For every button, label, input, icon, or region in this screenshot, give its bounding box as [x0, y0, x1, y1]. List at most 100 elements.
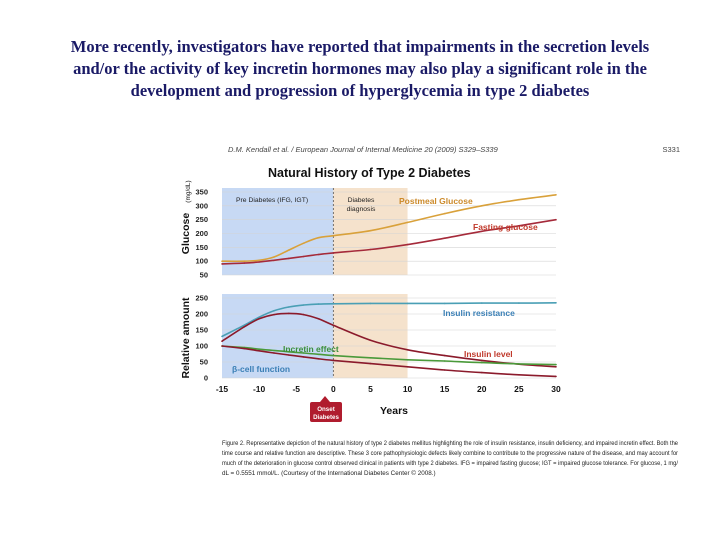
data-point [258, 350, 260, 352]
data-point [317, 353, 320, 356]
headline-line-2: and/or the activity of key incretin horm… [73, 59, 647, 78]
data-point [406, 366, 409, 368]
series-label: Insulin level [464, 349, 513, 359]
band-label-diabetes: Diabetes [348, 197, 375, 204]
data-point [243, 326, 246, 328]
data-point [555, 218, 557, 221]
data-point [555, 194, 557, 196]
data-point [443, 369, 446, 371]
data-point [443, 360, 446, 362]
data-point [406, 359, 409, 361]
page-number: S331 [662, 145, 680, 154]
data-point [369, 248, 372, 251]
series-label: Insulin resistance [443, 308, 515, 318]
y-tick-label: 50 [200, 271, 208, 280]
data-point [288, 351, 290, 353]
data-point [288, 354, 290, 356]
y-tick-label: 150 [195, 243, 208, 252]
y-tick-label: 250 [195, 215, 208, 224]
x-tick-label: -15 [216, 384, 229, 394]
data-point [221, 345, 223, 347]
y-tick-label: 100 [195, 342, 208, 351]
caption-line-2: time course and relative function are de… [222, 450, 678, 457]
series-line-insulin-level [221, 312, 557, 368]
y-tick-label: 350 [195, 188, 208, 197]
x-tick-label: 10 [403, 384, 413, 394]
data-point [273, 259, 275, 262]
x-tick-label: 25 [514, 384, 524, 394]
y-axis-label: Relative amount [180, 297, 192, 379]
data-point [243, 260, 246, 263]
data-point [273, 256, 275, 258]
data-point [443, 302, 446, 305]
data-point [481, 230, 483, 233]
data-point [481, 359, 483, 362]
data-point [369, 302, 372, 305]
data-point [258, 261, 260, 263]
y-tick-label: 200 [195, 229, 208, 238]
data-point [273, 352, 275, 354]
onset-diabetes-badge: Onset Diabetes [310, 396, 342, 422]
y-tick-label: 200 [195, 310, 208, 319]
data-point [443, 212, 446, 215]
band-label-diagnosis: diagnosis [347, 206, 376, 213]
data-point [258, 348, 260, 351]
caption-line-3: much of the deterioration in glucose con… [222, 460, 678, 467]
data-point [258, 316, 260, 319]
data-point [481, 205, 483, 207]
y-tick-label: 100 [195, 257, 208, 266]
data-point [481, 361, 483, 364]
series-line-postmeal-glucose [221, 194, 557, 263]
figure-caption: Figure 2. Representative depiction of th… [222, 440, 678, 477]
data-point [302, 255, 305, 258]
x-axis-label: Years [380, 405, 408, 417]
x-tick-label: 15 [440, 384, 450, 394]
series-line--cell-function [221, 345, 557, 378]
headline-line-1: More recently, investigators have report… [70, 37, 650, 56]
onset-badge-box [310, 402, 342, 422]
data-point [518, 225, 520, 227]
data-point [221, 340, 223, 343]
y-tick-label: 50 [200, 358, 208, 367]
data-point [369, 229, 372, 232]
y-axis-unit: (mg/dL) [185, 180, 192, 202]
x-tick-label: 0 [331, 384, 336, 394]
data-point [221, 263, 223, 265]
data-point [406, 302, 409, 305]
series-line-fasting-glucose [221, 218, 557, 265]
data-point [288, 312, 290, 315]
band-prediabetes-lower [222, 294, 334, 378]
caption-line-4: dL = 0.5551 mmol/L. (Courtesy of the Int… [222, 469, 436, 477]
data-point [481, 371, 483, 374]
chart-title: Natural History of Type 2 Diabetes [268, 166, 471, 180]
data-point [243, 347, 246, 350]
data-point [555, 363, 557, 366]
data-point [443, 237, 446, 239]
data-point [369, 362, 372, 365]
series-line-incretin-effect [221, 345, 557, 366]
x-tick-label: -10 [253, 384, 266, 394]
data-point [332, 359, 335, 362]
series-label: Fasting glucose [473, 222, 538, 232]
data-point [332, 324, 335, 327]
data-point [555, 375, 557, 378]
data-point [221, 260, 223, 263]
data-point [302, 352, 305, 354]
data-point [369, 339, 372, 342]
data-point [332, 252, 335, 254]
y-tick-label: 150 [195, 326, 208, 335]
y-tick-label: 250 [195, 294, 208, 303]
onset-badge-line-1: Onset [317, 406, 335, 413]
data-point [518, 302, 520, 304]
data-point [243, 262, 246, 264]
data-point [221, 335, 223, 338]
data-point [332, 354, 335, 357]
data-point [332, 303, 335, 305]
data-point [406, 221, 409, 224]
data-point [243, 324, 246, 327]
data-point [443, 354, 446, 357]
data-point [555, 302, 557, 304]
series-label: Postmeal Glucose [399, 196, 473, 206]
